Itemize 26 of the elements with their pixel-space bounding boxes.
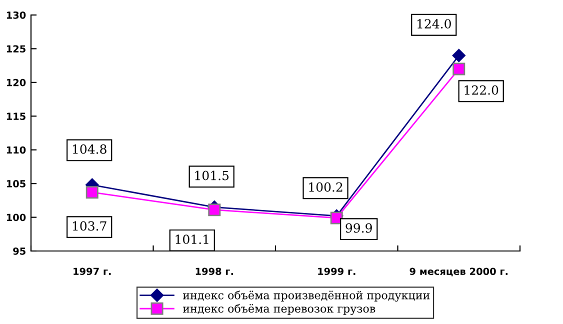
y-tick-label: 120	[6, 78, 26, 86]
y-tick-label: 130	[6, 11, 26, 19]
data-label: 101.5	[195, 170, 229, 180]
x-tick-label: 1999 г.	[318, 268, 356, 276]
x-tick-label: 1997 г.	[74, 268, 111, 276]
legend-label: индекс объёма перевозок грузов	[182, 304, 376, 315]
data-label: 101.1	[176, 234, 208, 244]
y-tick-label: 95	[13, 247, 26, 255]
point	[452, 62, 466, 76]
data-label: 103.7	[72, 221, 106, 231]
data-label: 99.9	[346, 223, 372, 233]
data-label: 100.2	[309, 182, 342, 192]
data-label: 122.0	[464, 85, 498, 95]
legend-label: индекс объёма произведённой продукции	[182, 290, 430, 302]
data-label: 104.8	[72, 144, 106, 154]
y-tick-label: 110	[6, 146, 26, 154]
y-tick-label: 125	[6, 45, 26, 53]
y-tick-label: 115	[6, 112, 26, 120]
point	[452, 48, 466, 62]
y-tick-label: 100	[6, 214, 26, 222]
x-tick-label: 9 месяцев 2000 г.	[410, 268, 508, 276]
point	[208, 204, 221, 216]
point	[86, 186, 98, 199]
y-tick-label: 105	[6, 180, 26, 188]
x-tick-label: 1998 г.	[196, 268, 233, 276]
data-label: 124.0	[418, 19, 451, 29]
